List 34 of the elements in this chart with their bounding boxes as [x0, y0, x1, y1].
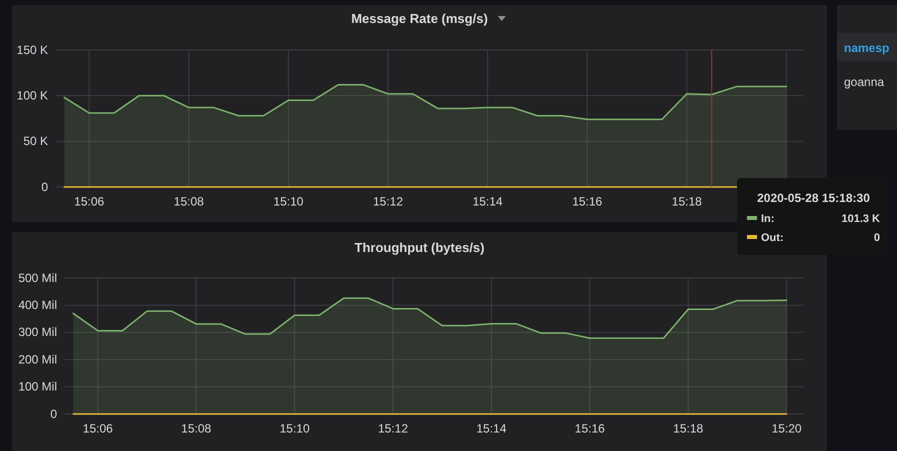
x-tick-label: 15:18	[672, 194, 702, 209]
x-tick-label: 15:14	[476, 422, 507, 436]
legend-label: Out:	[761, 232, 784, 244]
text: 0	[874, 232, 880, 244]
y-tick-label: 0	[50, 406, 58, 421]
text: 101.3 K	[841, 213, 880, 225]
y-tick-label: 100 K	[16, 88, 48, 103]
x-tick-label: 15:12	[378, 422, 408, 436]
x-tick-label: 15:16	[572, 194, 603, 209]
legend-label: In:	[761, 213, 774, 225]
y-tick-label: 0	[41, 180, 48, 194]
y-tick-label: 150 K	[16, 42, 48, 57]
legend-title: 2020-05-28 15:18:30	[757, 191, 870, 205]
x-tick-label: 15:06	[82, 422, 114, 436]
x-tick-label: 15:18	[673, 422, 704, 436]
x-tick-label: 15:16	[574, 422, 606, 436]
y-tick-label: 300 Mil	[18, 325, 57, 340]
x-tick-label: 15:08	[174, 194, 204, 209]
text: goanna	[844, 75, 884, 89]
chart-title: Throughput (bytes/s)	[354, 240, 484, 255]
x-tick-label: 15:10	[273, 194, 304, 209]
y-tick-label: 50 K	[23, 134, 48, 148]
y-tick-label: 200 Mil	[18, 352, 57, 366]
text: namesp	[844, 41, 890, 55]
x-tick-label: 15:12	[372, 194, 404, 209]
x-tick-label: 15:20	[772, 422, 802, 436]
x-tick-label: 15:10	[280, 422, 310, 436]
x-tick-label: 15:14	[472, 194, 503, 209]
x-tick-label: 15:06	[74, 194, 105, 209]
y-tick-label: 500 Mil	[18, 270, 57, 285]
chart-title: Message Rate (msg/s)	[351, 11, 488, 26]
y-tick-label: 400 Mil	[18, 298, 57, 312]
y-tick-label: 100 Mil	[18, 380, 57, 394]
x-tick-label: 15:08	[181, 422, 212, 436]
